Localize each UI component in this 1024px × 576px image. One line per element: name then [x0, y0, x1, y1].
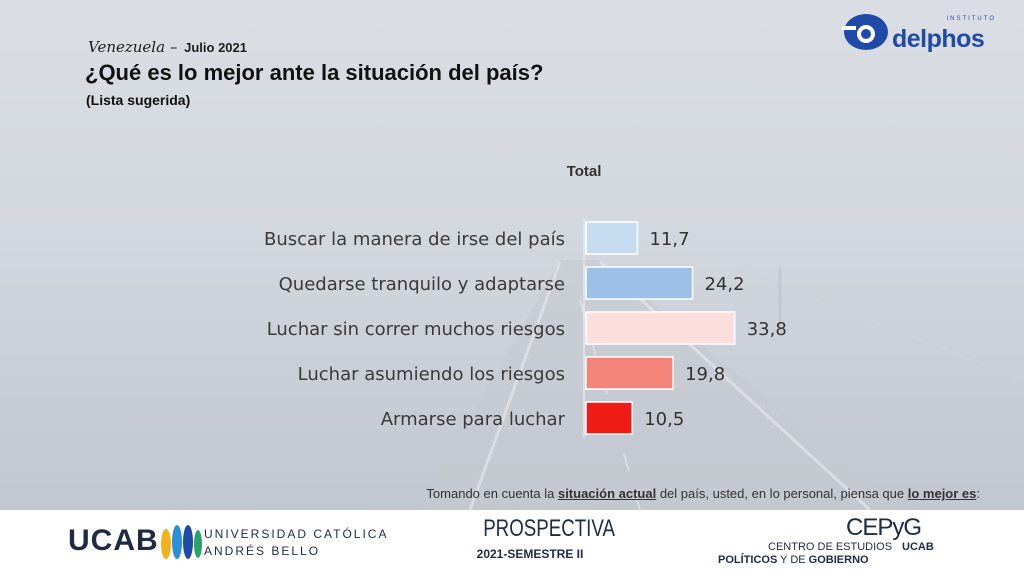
- category-label-5: Armarse para luchar: [381, 409, 566, 430]
- page-title: ¿Qué es lo mejor ante la situación del p…: [85, 60, 544, 85]
- bar-3: [585, 311, 736, 345]
- category-label-1: Buscar la manera de irse del país: [264, 229, 565, 250]
- prospectiva-logo: PROSPECTIVA 2021-SEMESTRE II: [470, 515, 615, 561]
- value-label-5: 10,5: [644, 409, 684, 430]
- prospectiva-title: PROSPECTIVA: [483, 515, 615, 542]
- zoom-watermark: zoom: [822, 500, 934, 549]
- bar-5: [585, 401, 633, 435]
- ucab-line-1: UNIVERSIDAD CATÓLICA: [204, 527, 389, 541]
- chart-footnote: Tomando en cuenta la situación actual de…: [426, 486, 980, 501]
- category-label-3: Luchar sin correr muchos riesgos: [267, 319, 565, 340]
- ucab-full-name: UNIVERSIDAD CATÓLICA ANDRÉS BELLO: [204, 526, 388, 560]
- footnote-emphasis-1: situación actual: [557, 486, 657, 501]
- delphos-logo: INSTITUTO delphos: [842, 12, 1002, 56]
- delphos-logo-icon: [842, 14, 888, 50]
- footnote-text-2: del país, usted, en lo personal, piensa …: [656, 486, 908, 501]
- cepyg-logo: CEPyG CENTRO DE ESTUDIOS UCAB POLÍTICOS …: [716, 514, 936, 572]
- footnote-text-1: Tomando en cuenta la: [426, 486, 558, 501]
- bar-4: [585, 356, 674, 390]
- header-place: Venezuela: [88, 38, 166, 56]
- cepyg-ucab: UCAB: [902, 541, 934, 553]
- value-label-2: 24,2: [704, 274, 744, 295]
- value-label-4: 19,8: [685, 364, 725, 385]
- value-label-1: 11,7: [649, 229, 689, 250]
- ucab-line-2: ANDRÉS BELLO: [204, 544, 321, 558]
- prospectiva-subtitle: 2021-SEMESTRE II: [476, 547, 584, 561]
- bar-2: [585, 266, 694, 300]
- logo-small-text: INSTITUTO: [946, 16, 996, 22]
- bar-1: [585, 221, 639, 255]
- cepyg-line-2a: POLÍTICOS: [718, 554, 778, 566]
- category-label-4: Luchar asumiendo los riesgos: [298, 364, 565, 385]
- cepyg-title: CEPyG: [846, 514, 922, 541]
- chart-title: Total: [567, 163, 602, 180]
- header-date: Julio 2021: [184, 40, 247, 55]
- cepyg-line-2c: GOBIERNO: [808, 554, 869, 566]
- ucab-logo-icon: [161, 525, 202, 559]
- value-label-3: 33,8: [747, 319, 787, 340]
- header-separator: –: [169, 38, 178, 56]
- footnote-text-3: :: [976, 486, 980, 501]
- cepyg-line-2b: Y DE: [777, 554, 809, 566]
- cepyg-line-2: POLÍTICOS Y DE GOBIERNO: [718, 554, 869, 566]
- header-place-date: Venezuela – Julio 2021: [88, 38, 247, 56]
- category-label-2: Quedarse tranquilo y adaptarse: [279, 274, 565, 295]
- ucab-logo-text: UCAB: [68, 524, 159, 557]
- bar-chart: Total Buscar la manera de irse del país 1…: [264, 163, 787, 438]
- page-subtitle: (Lista sugerida): [86, 92, 191, 108]
- footnote-emphasis-2: lo mejor es: [907, 486, 977, 501]
- cepyg-line-1: CENTRO DE ESTUDIOS: [768, 541, 893, 553]
- logo-name: delphos: [892, 25, 985, 53]
